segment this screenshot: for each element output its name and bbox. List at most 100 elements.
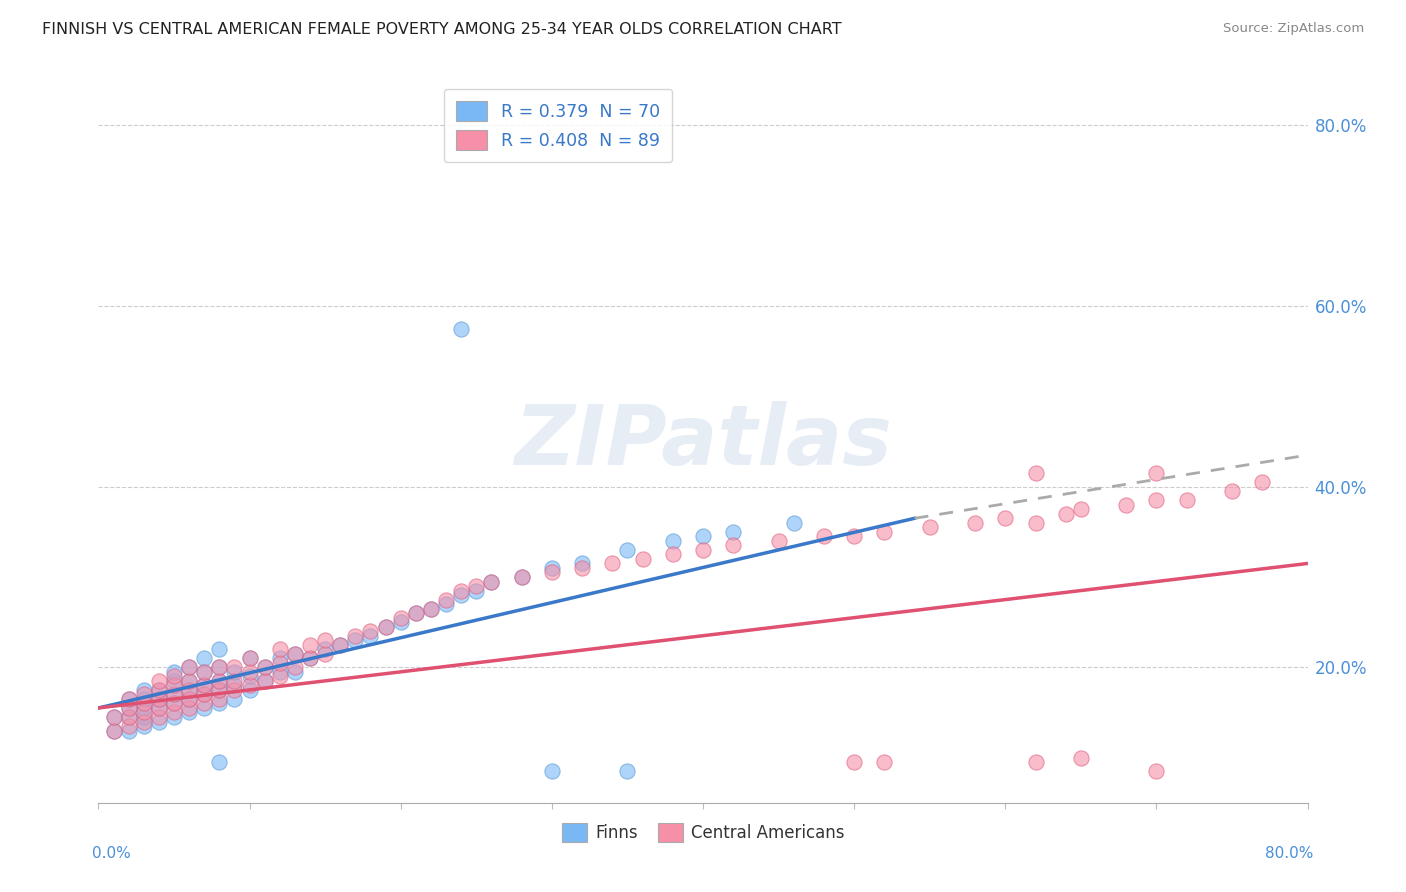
Point [314,633,336,648]
Point [118,710,141,724]
Point [224,660,246,674]
Point [163,710,186,724]
Point [314,642,336,657]
Point [148,701,170,715]
Point [179,701,201,715]
Point [208,673,231,688]
Point [103,710,125,724]
Point [269,651,291,665]
Point [193,687,215,701]
Point [374,620,396,634]
Point [389,610,412,624]
Point [118,701,141,715]
Point [224,692,246,706]
Point [434,592,457,607]
Point [389,615,412,630]
Point [132,687,155,701]
Point [118,701,141,715]
Point [360,629,382,643]
Point [239,665,262,679]
Point [148,701,170,715]
Point [239,669,262,683]
Point [450,321,472,335]
Point [179,692,201,706]
Point [405,606,427,620]
Point [1144,764,1167,779]
Point [284,660,307,674]
Point [148,710,170,724]
Point [1024,516,1046,530]
Point [269,642,291,657]
Point [420,601,443,615]
Text: 80.0%: 80.0% [1265,847,1313,861]
Point [965,516,987,530]
Point [299,651,322,665]
Point [1070,502,1092,516]
Point [450,588,472,602]
Point [692,529,714,543]
Point [434,597,457,611]
Point [208,697,231,711]
Point [1115,498,1137,512]
Point [179,660,201,674]
Point [405,606,427,620]
Point [540,566,562,580]
Point [163,673,186,688]
Point [299,638,322,652]
Point [179,682,201,697]
Point [873,755,896,769]
Point [148,714,170,729]
Point [193,665,215,679]
Point [208,660,231,674]
Point [253,673,276,688]
Point [374,620,396,634]
Point [253,673,276,688]
Point [224,673,246,688]
Point [163,687,186,701]
Point [723,524,745,539]
Point [253,660,276,674]
Point [132,692,155,706]
Point [179,673,201,688]
Point [314,647,336,661]
Point [118,692,141,706]
Point [360,624,382,639]
Point [179,692,201,706]
Point [510,570,533,584]
Text: FINNISH VS CENTRAL AMERICAN FEMALE POVERTY AMONG 25-34 YEAR OLDS CORRELATION CHA: FINNISH VS CENTRAL AMERICAN FEMALE POVER… [42,22,842,37]
Point [163,665,186,679]
Point [1144,466,1167,480]
Point [1070,750,1092,764]
Point [616,764,638,779]
Point [163,697,186,711]
Point [692,542,714,557]
Point [329,638,352,652]
Point [103,710,125,724]
Point [284,647,307,661]
Point [1054,507,1077,521]
Point [1175,493,1198,508]
Point [239,678,262,692]
Point [284,647,307,661]
Point [179,673,201,688]
Point [132,714,155,729]
Point [118,719,141,733]
Point [450,583,472,598]
Point [208,692,231,706]
Point [616,542,638,557]
Point [344,629,367,643]
Point [481,574,503,589]
Point [239,682,262,697]
Point [208,682,231,697]
Point [208,660,231,674]
Point [571,561,593,575]
Point [510,570,533,584]
Text: ZIPatlas: ZIPatlas [515,401,891,482]
Point [224,678,246,692]
Point [1024,755,1046,769]
Point [103,723,125,738]
Point [269,665,291,679]
Point [224,665,246,679]
Point [163,678,186,692]
Point [1024,466,1046,480]
